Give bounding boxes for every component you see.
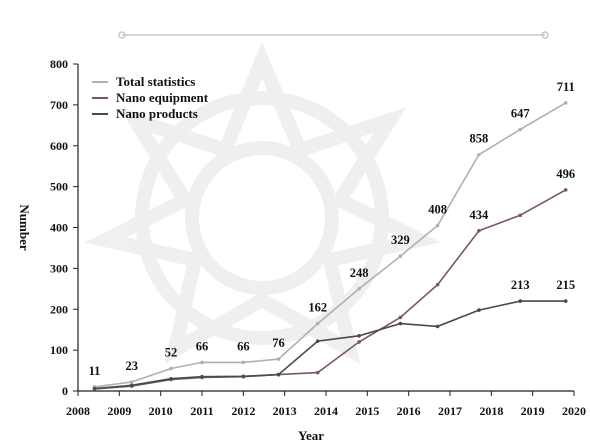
data-point	[563, 101, 568, 105]
data-point	[129, 380, 134, 384]
data-point	[315, 370, 320, 375]
data-point	[357, 340, 361, 344]
data-label: 76	[272, 336, 285, 350]
series-layer	[92, 101, 568, 391]
data-point	[398, 321, 403, 326]
y-tick-label: 300	[50, 261, 68, 275]
x-tick-label: 2016	[397, 404, 421, 418]
data-labels: 11 23 52 66 66 76 162 248 329 408 858 647 711 434 496 2…	[89, 80, 575, 378]
y-tick-label: 500	[50, 180, 68, 194]
data-point	[398, 315, 403, 320]
x-tick-label: 2008	[66, 404, 90, 418]
data-point	[200, 360, 204, 365]
data-point	[518, 299, 523, 303]
data-point	[435, 223, 440, 228]
data-label: 215	[556, 278, 575, 292]
y-tick-label: 200	[50, 302, 68, 316]
y-tick-label: 100	[50, 343, 68, 357]
data-point	[315, 339, 320, 343]
legend-label: Total statistics	[116, 74, 195, 89]
data-label: 858	[470, 132, 489, 146]
data-label: 434	[470, 208, 490, 222]
axes: 0 100 200 300 400 500 600 700 800 2008 2009 2010 201…	[17, 57, 586, 443]
x-tick-label: 2010	[149, 404, 173, 418]
data-label: 66	[237, 339, 250, 353]
y-axis-title: Number	[17, 204, 32, 250]
data-point	[477, 152, 481, 157]
data-point	[518, 127, 523, 132]
data-point	[129, 383, 134, 388]
data-point	[169, 366, 173, 371]
x-tick-label: 2012	[231, 404, 255, 418]
x-tick-label: 2015	[355, 404, 379, 418]
x-tick-label: 2019	[521, 404, 545, 418]
x-tick-label: 2009	[107, 404, 131, 418]
data-label: 496	[556, 167, 575, 181]
data-point	[169, 376, 173, 381]
legend-label: Nano equipment	[116, 90, 209, 105]
y-tick-label: 700	[50, 98, 68, 112]
data-label: 52	[165, 346, 178, 360]
data-point	[200, 374, 204, 379]
top-divider	[118, 31, 549, 39]
x-tick-label: 2011	[190, 404, 213, 418]
data-point	[563, 299, 568, 303]
x-tick-label: 2014	[314, 404, 338, 418]
y-tick-label: 400	[50, 221, 68, 235]
data-point	[241, 374, 246, 379]
x-tick-label: 2017	[438, 404, 462, 418]
data-label: 248	[350, 266, 369, 280]
watermark-star-icon	[84, 41, 441, 364]
data-label: 11	[89, 364, 101, 378]
x-tick-label: 2013	[273, 404, 297, 418]
data-point	[276, 357, 281, 361]
y-tick-label: 600	[50, 139, 68, 153]
data-label: 408	[428, 202, 447, 216]
data-point	[92, 386, 97, 391]
data-point	[357, 334, 361, 338]
data-point	[518, 213, 523, 218]
y-tick-label: 800	[50, 57, 68, 71]
x-tick-label: 2020	[562, 404, 586, 418]
y-tick-label: 0	[62, 384, 68, 398]
data-point	[315, 321, 320, 326]
data-point	[477, 308, 481, 312]
data-label: 162	[308, 301, 327, 315]
data-label: 329	[391, 233, 410, 247]
data-point	[435, 282, 440, 287]
data-point	[398, 254, 403, 258]
data-label: 711	[557, 80, 575, 94]
x-tick-label: 2018	[479, 404, 503, 418]
legend-label: Nano products	[116, 106, 198, 121]
data-point	[435, 324, 440, 329]
data-label: 213	[511, 278, 530, 292]
data-label: 647	[511, 106, 530, 120]
data-point	[563, 188, 568, 192]
data-label: 66	[196, 339, 209, 353]
x-axis-title: Year	[298, 428, 324, 443]
data-point	[276, 372, 281, 377]
data-label: 23	[125, 359, 138, 373]
data-point	[357, 287, 361, 291]
data-point	[477, 228, 481, 233]
data-point	[241, 360, 246, 365]
